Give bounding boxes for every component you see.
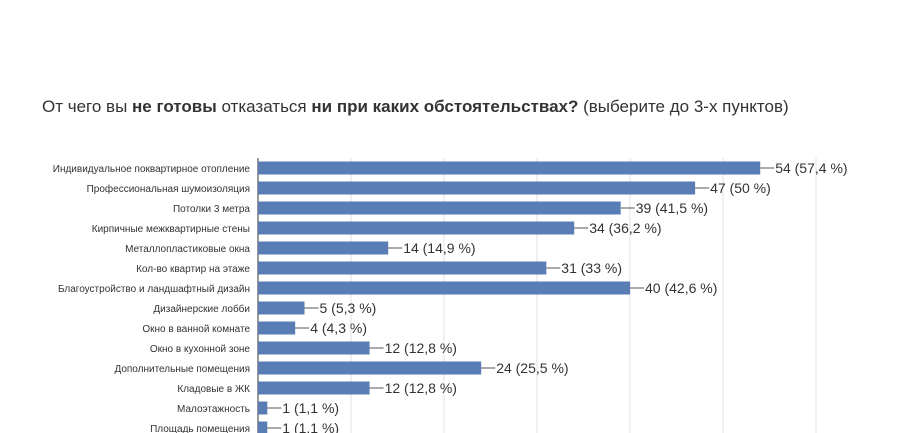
title-part-1: От чего вы [42, 97, 133, 116]
category-label: Металлопластиковые окна [125, 244, 250, 255]
bar [258, 401, 268, 415]
bar [258, 421, 268, 433]
bar [258, 361, 482, 375]
bar [258, 161, 761, 175]
title-bold-2: ни при каких обстоятельствах? [311, 97, 579, 116]
bar [258, 341, 370, 355]
data-label: 40 (42,6 %) [645, 280, 717, 296]
category-label: Площадь помещения [150, 424, 250, 433]
category-label: Кладовые в ЖК [177, 384, 250, 395]
data-label: 39 (41,5 %) [636, 200, 708, 216]
bar [258, 301, 305, 315]
title-part-3: (выберите до 3-х пунктов) [578, 97, 789, 116]
data-label: 12 (12,8 %) [385, 380, 457, 396]
data-label: 4 (4,3 %) [310, 320, 367, 336]
bar [258, 221, 575, 235]
category-label: Кол-во квартир на этаже [136, 264, 250, 275]
bar [258, 281, 630, 295]
bar [258, 321, 296, 335]
title-bold-1: не готовы [132, 97, 217, 116]
data-label: 12 (12,8 %) [385, 340, 457, 356]
bar [258, 261, 547, 275]
title-part-2: отказаться [216, 97, 312, 116]
bar [258, 381, 370, 395]
data-label: 24 (25,5 %) [496, 360, 568, 376]
data-label: 31 (33 %) [561, 260, 622, 276]
data-label: 1 (1,1 %) [282, 400, 339, 416]
category-label: Окно в ванной комнате [142, 324, 250, 335]
category-label: Дизайнерские лобби [153, 303, 250, 315]
bar [258, 201, 621, 215]
category-label: Окно в кухонной зоне [150, 344, 251, 355]
data-label: 14 (14,9 %) [403, 240, 475, 256]
data-label: 54 (57,4 %) [775, 160, 847, 176]
data-label: 1 (1,1 %) [282, 420, 339, 433]
data-label: 34 (36,2 %) [589, 220, 661, 236]
category-label: Благоустройство и ландшафтный дизайн [58, 283, 250, 295]
bar [258, 241, 389, 255]
category-label: Профессиональная шумоизоляция [87, 183, 250, 195]
category-label: Кирпичные межквартирные стены [92, 224, 250, 235]
data-label: 47 (50 %) [710, 180, 771, 196]
category-label: Малоэтажность [177, 404, 250, 415]
category-label: Индивидуальное поквартирное отопление [53, 164, 251, 175]
chart-title: От чего вы не готовы отказаться ни при к… [42, 97, 882, 117]
bar [258, 181, 696, 195]
category-label: Дополнительные помещения [114, 364, 250, 375]
category-label: Потолки 3 метра [173, 204, 250, 215]
data-label: 5 (5,3 %) [320, 300, 377, 316]
